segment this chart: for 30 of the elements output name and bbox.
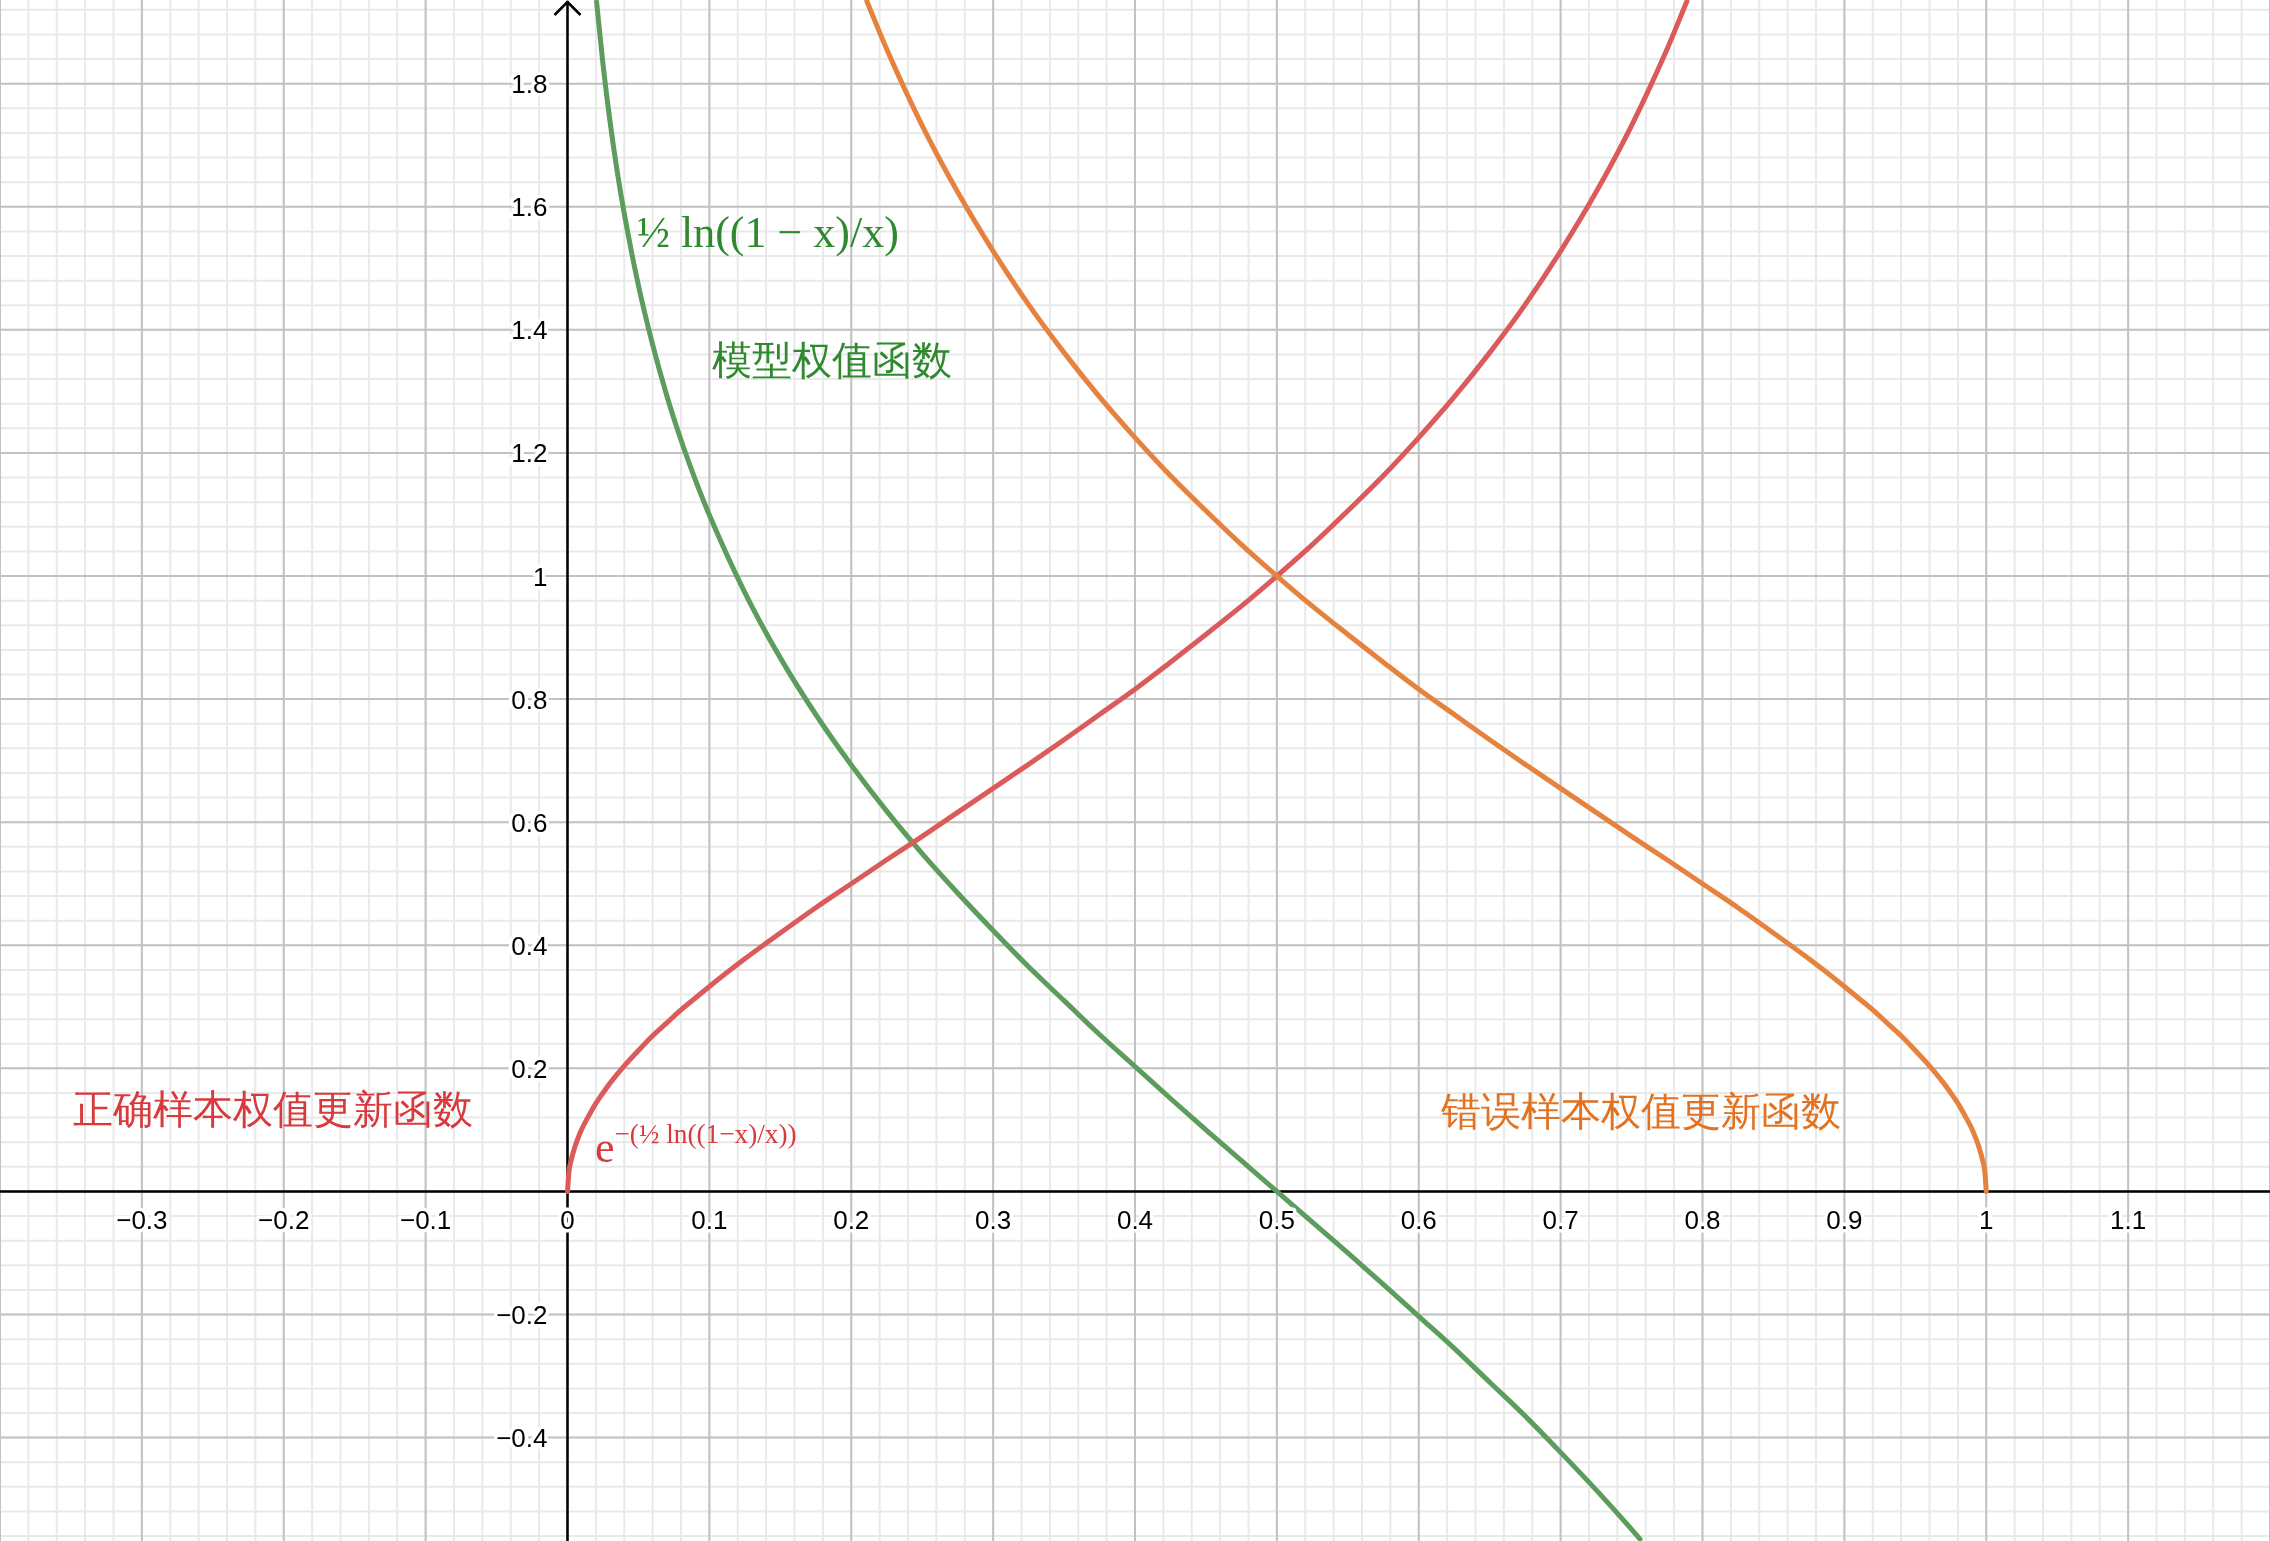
y-tick-label: 1.4: [511, 315, 548, 346]
x-tick-label: 0.5: [1258, 1205, 1295, 1236]
annotation: e$^{−(½ ln((1−x)/x))}$: [594, 1119, 797, 1172]
y-tick-label: 1.6: [511, 192, 548, 223]
y-tick-label: −0.4: [496, 1423, 548, 1454]
x-tick-label: 0.7: [1542, 1205, 1579, 1236]
x-tick-label: −0.2: [258, 1205, 310, 1236]
annotation: 模型权值函数: [712, 337, 953, 382]
y-tick-label: 0.6: [511, 807, 548, 838]
x-tick-label: 1: [1979, 1205, 1994, 1236]
x-tick-label: 1.1: [2110, 1205, 2147, 1236]
x-tick-label: −0.1: [399, 1205, 452, 1236]
y-tick-label: 0.8: [511, 684, 548, 715]
y-tick-label: 0.4: [511, 930, 548, 961]
annotation: 错误样本权值更新函数: [1440, 1089, 1841, 1134]
x-tick-label: 0.9: [1826, 1205, 1863, 1236]
x-tick-label: 0.4: [1116, 1205, 1154, 1236]
x-tick-label: 0.1: [691, 1205, 728, 1236]
annotation: 正确样本权值更新函数: [73, 1086, 474, 1131]
x-tick-label: 0.2: [833, 1205, 870, 1236]
y-tick-label: 1.8: [511, 69, 548, 100]
y-tick-label: 1.2: [511, 438, 548, 469]
x-tick-label: 0.6: [1400, 1205, 1437, 1236]
x-tick-label: 0.3: [975, 1205, 1012, 1236]
annotation: ½ ln((1 − x)/x): [636, 207, 899, 257]
x-tick-label: 0.8: [1684, 1205, 1721, 1236]
y-tick-label: −0.2: [496, 1300, 548, 1331]
y-tick-label: 0.2: [511, 1053, 548, 1084]
y-tick-label: 1: [533, 561, 548, 592]
x-tick-label: −0.3: [116, 1205, 168, 1236]
